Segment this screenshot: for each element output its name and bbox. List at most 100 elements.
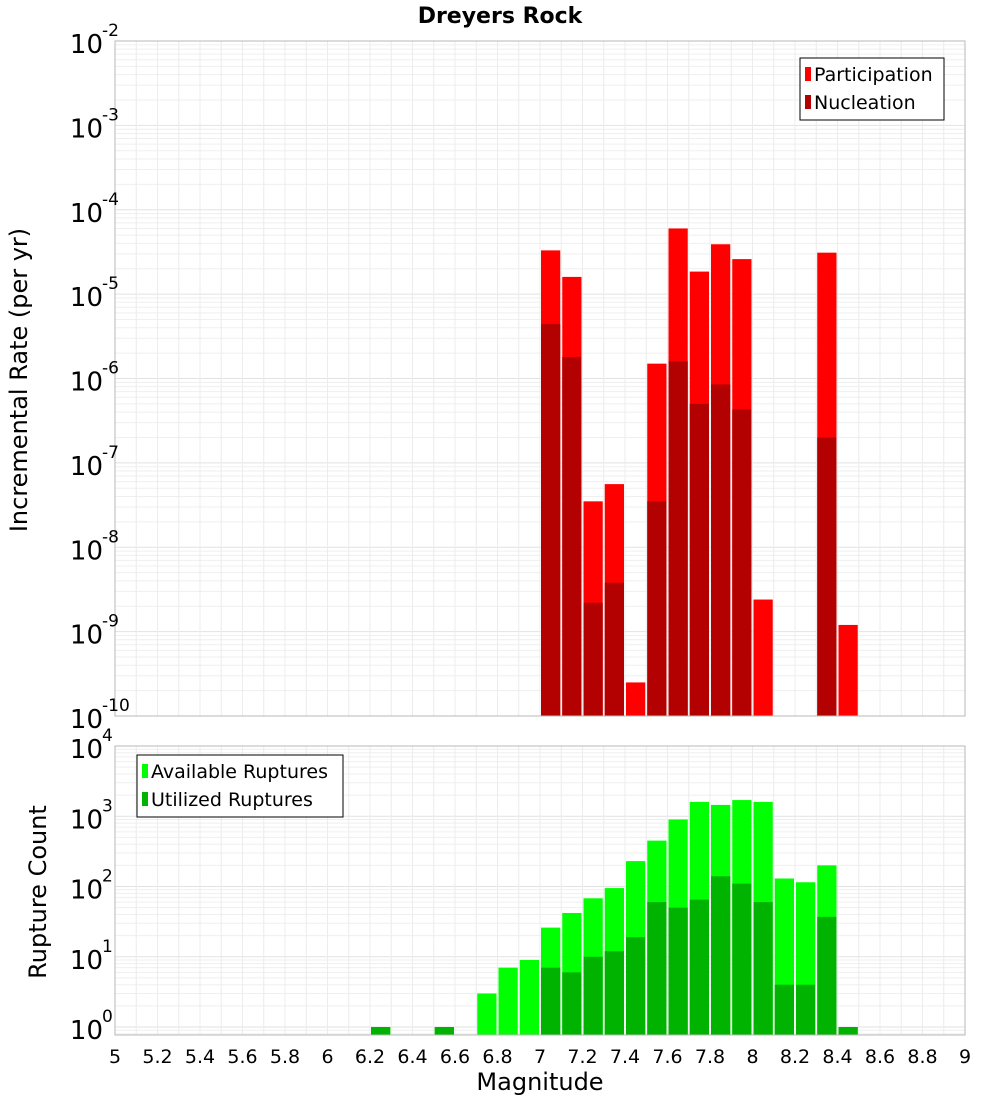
top-y-tick: 10 -5: [70, 274, 119, 313]
bottom-bar-utilized-ruptures: [817, 916, 837, 1035]
x-tick-label: 8.8: [907, 1046, 937, 1068]
bottom-y-tick-mantissa: 10: [70, 805, 103, 835]
top-bar-participation: [753, 599, 773, 716]
bottom-bar-utilized-ruptures: [647, 902, 667, 1035]
x-tick-label: 7: [534, 1046, 546, 1068]
top-plot-frame: [114, 40, 966, 717]
top-legend-swatch: [805, 95, 811, 109]
top-bar-nucleation: [562, 356, 582, 716]
bottom-y-tick-exponent: 3: [102, 796, 113, 816]
bottom-bar-utilized-ruptures: [711, 876, 731, 1035]
top-y-tick-mantissa: 10: [70, 199, 103, 229]
bottom-y-tick: 10 4: [70, 726, 113, 765]
top-y-tick: 10 -6: [70, 359, 119, 398]
bottom-y-tick-exponent: 0: [102, 1007, 113, 1027]
top-y-tick: 10 -9: [70, 612, 119, 651]
top-y-tick-mantissa: 10: [70, 621, 103, 651]
top-series-1: [541, 324, 837, 716]
bottom-y-tick-mantissa: 10: [70, 735, 103, 765]
bottom-legend-label: Available Ruptures: [151, 761, 328, 783]
bottom-bar-available-ruptures: [498, 967, 518, 1035]
top-y-tick: 10 -2: [70, 21, 119, 60]
x-tick-labels: 5 5.2 5.4 5.6 5.8 6 6.2 6.4 6.6 6.8 7 7.2 7.4 7.6 7.8 8…: [109, 1046, 971, 1068]
x-tick-label: 8.2: [780, 1046, 810, 1068]
top-y-tick-exponent: -2: [102, 21, 119, 41]
x-tick-label: 8.4: [822, 1046, 852, 1068]
top-bar-nucleation: [583, 602, 603, 716]
bottom-series-1: [371, 876, 858, 1035]
top-bar-nucleation: [647, 501, 667, 716]
bottom-y-tick-exponent: 2: [102, 867, 113, 887]
top-y-axis-label: Incremental Rate (per yr): [5, 228, 33, 532]
top-y-tick-mantissa: 10: [70, 705, 103, 735]
x-tick-label: 6.4: [397, 1046, 427, 1068]
top-y-tick-exponent: -5: [102, 274, 119, 294]
bottom-legend-box: [136, 754, 344, 818]
top-y-tick-exponent: -9: [102, 612, 119, 632]
top-y-tick-mantissa: 10: [70, 452, 103, 482]
x-tick-label: 7.2: [567, 1046, 597, 1068]
top-gridlines: [114, 41, 966, 717]
bottom-y-tick-exponent: 1: [102, 937, 113, 957]
bottom-legend: Available Ruptures Utilized Ruptures: [136, 754, 344, 818]
bottom-y-axis-label: Rupture Count: [24, 805, 52, 979]
top-bar-nucleation: [541, 324, 561, 716]
bottom-bar-utilized-ruptures: [371, 1027, 391, 1035]
x-tick-label: 9: [959, 1046, 971, 1068]
x-tick-label: 6: [321, 1046, 333, 1068]
x-tick-label: 6.8: [482, 1046, 512, 1068]
x-tick-label: 8.6: [865, 1046, 895, 1068]
top-bar-nucleation: [711, 384, 731, 716]
top-y-tick-mantissa: 10: [70, 114, 103, 144]
bottom-bar-utilized-ruptures: [753, 902, 773, 1035]
bottom-bar-utilized-ruptures: [541, 967, 561, 1035]
top-y-tick-mantissa: 10: [70, 30, 103, 60]
chart-title: Dreyers Rock: [418, 4, 584, 29]
bottom-bar-utilized-ruptures: [732, 883, 752, 1035]
x-tick-label: 5.4: [185, 1046, 215, 1068]
x-tick-label: 7.8: [695, 1046, 725, 1068]
bottom-bar-utilized-ruptures: [796, 984, 816, 1035]
bottom-bar-available-ruptures: [519, 959, 539, 1035]
top-bar-participation: [838, 624, 858, 716]
top-y-tick-exponent: -7: [102, 443, 119, 463]
bottom-y-tick: 10 2: [70, 867, 113, 906]
x-tick-label: 8: [746, 1046, 758, 1068]
bottom-plot-frame: [114, 745, 966, 1036]
bottom-legend-swatch: [142, 792, 148, 806]
x-tick-label: 7.6: [652, 1046, 682, 1068]
bottom-legend-swatch: [142, 764, 148, 778]
x-tick-label: 5.6: [227, 1046, 257, 1068]
bottom-bar-utilized-ruptures: [562, 972, 582, 1035]
top-legend: Participation Nucleation: [799, 57, 945, 121]
x-tick-label: 5.8: [270, 1046, 300, 1068]
bottom-y-tick: 10 1: [70, 937, 113, 976]
bottom-bar-utilized-ruptures: [583, 956, 603, 1035]
x-tick-label: 5: [109, 1046, 121, 1068]
bottom-y-tick: 10 0: [70, 1007, 113, 1046]
bottom-bar-utilized-ruptures: [668, 907, 688, 1035]
top-y-tick-exponent: -4: [102, 190, 119, 210]
top-y-tick-exponent: -8: [102, 527, 119, 547]
top-y-tick-mantissa: 10: [70, 368, 103, 398]
x-tick-label: 6.6: [440, 1046, 470, 1068]
top-legend-swatch: [805, 67, 811, 81]
top-bar-participation: [626, 682, 646, 716]
bottom-y-tick-exponent: 4: [102, 726, 113, 746]
bottom-y-tick-mantissa: 10: [70, 946, 103, 976]
top-legend-label: Participation: [814, 64, 933, 86]
top-legend-box: [799, 57, 945, 121]
top-y-tick-exponent: -6: [102, 359, 119, 379]
top-bar-nucleation: [668, 361, 688, 716]
top-y-tick: 10 -8: [70, 527, 119, 566]
top-y-tick: 10 -4: [70, 190, 119, 229]
x-tick-label: 6.2: [355, 1046, 385, 1068]
top-bar-nucleation: [689, 403, 709, 716]
top-y-tick-exponent: -3: [102, 105, 119, 125]
bottom-bar-utilized-ruptures: [689, 899, 709, 1035]
bottom-bar-utilized-ruptures: [604, 951, 624, 1035]
bottom-legend-label: Utilized Ruptures: [151, 789, 313, 811]
bottom-y-tick-mantissa: 10: [70, 1016, 103, 1046]
